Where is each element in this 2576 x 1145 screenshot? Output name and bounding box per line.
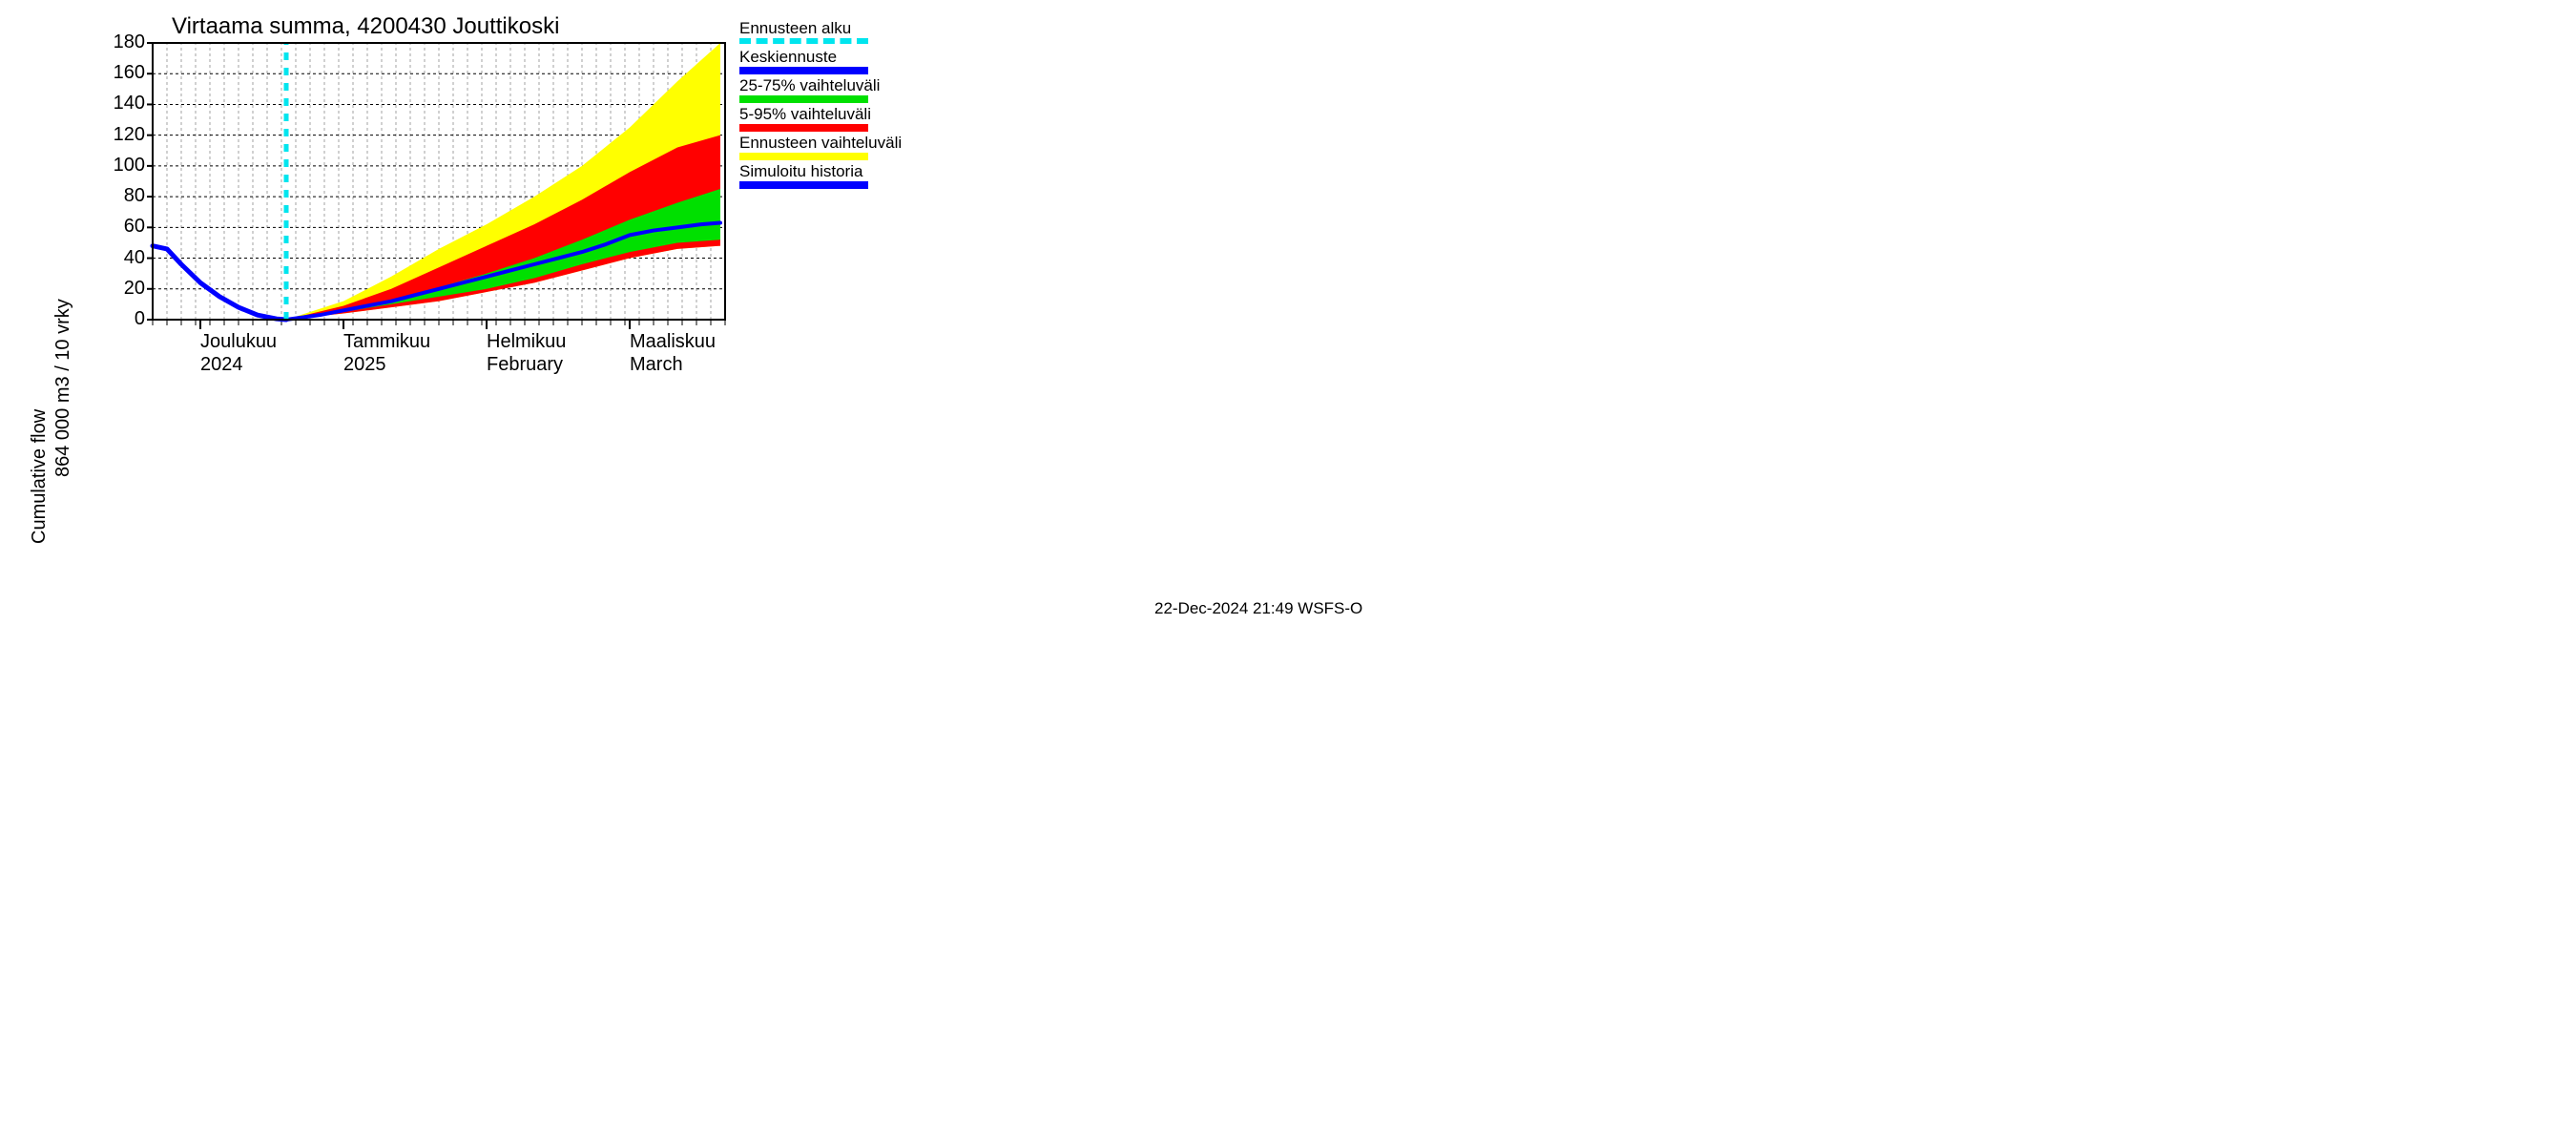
x-month-label: Helmikuu <box>487 331 566 353</box>
y-tick-label: 140 <box>105 93 145 114</box>
y-tick-label: 0 <box>105 308 145 330</box>
legend-label: 5-95% vaihteluväli <box>739 105 871 124</box>
y-tick-label: 80 <box>105 185 145 207</box>
legend-swatch <box>739 95 868 103</box>
legend-label: 25-75% vaihteluväli <box>739 76 880 95</box>
x-month-sublabel: 2025 <box>343 354 386 376</box>
x-month-sublabel: 2024 <box>200 354 243 376</box>
y-tick-label: 40 <box>105 247 145 269</box>
footer-timestamp: 22-Dec-2024 21:49 WSFS-O <box>1154 599 1362 618</box>
y-tick-label: 20 <box>105 278 145 300</box>
chart-container: Virtaama summa, 4200430 Jouttikoski Cumu… <box>0 0 1431 636</box>
legend-label: Keskiennuste <box>739 48 837 67</box>
legend-swatch <box>739 181 868 189</box>
legend-swatch <box>739 67 868 74</box>
legend-swatch <box>739 124 868 132</box>
y-tick-label: 100 <box>105 155 145 177</box>
x-month-label: Joulukuu <box>200 331 277 353</box>
x-month-label: Maaliskuu <box>630 331 716 353</box>
y-tick-label: 60 <box>105 216 145 238</box>
y-tick-label: 120 <box>105 124 145 146</box>
legend-label: Simuloitu historia <box>739 162 862 181</box>
legend-swatch <box>739 153 868 160</box>
x-month-label: Tammikuu <box>343 331 430 353</box>
y-axis-label-1: Cumulative flow <box>29 409 51 544</box>
legend-label: Ennusteen alku <box>739 19 851 38</box>
legend-label: Ennusteen vaihteluväli <box>739 134 902 153</box>
x-month-sublabel: March <box>630 354 683 376</box>
y-tick-label: 160 <box>105 62 145 84</box>
y-tick-label: 180 <box>105 31 145 53</box>
legend-swatch <box>739 38 868 44</box>
x-month-sublabel: February <box>487 354 563 376</box>
